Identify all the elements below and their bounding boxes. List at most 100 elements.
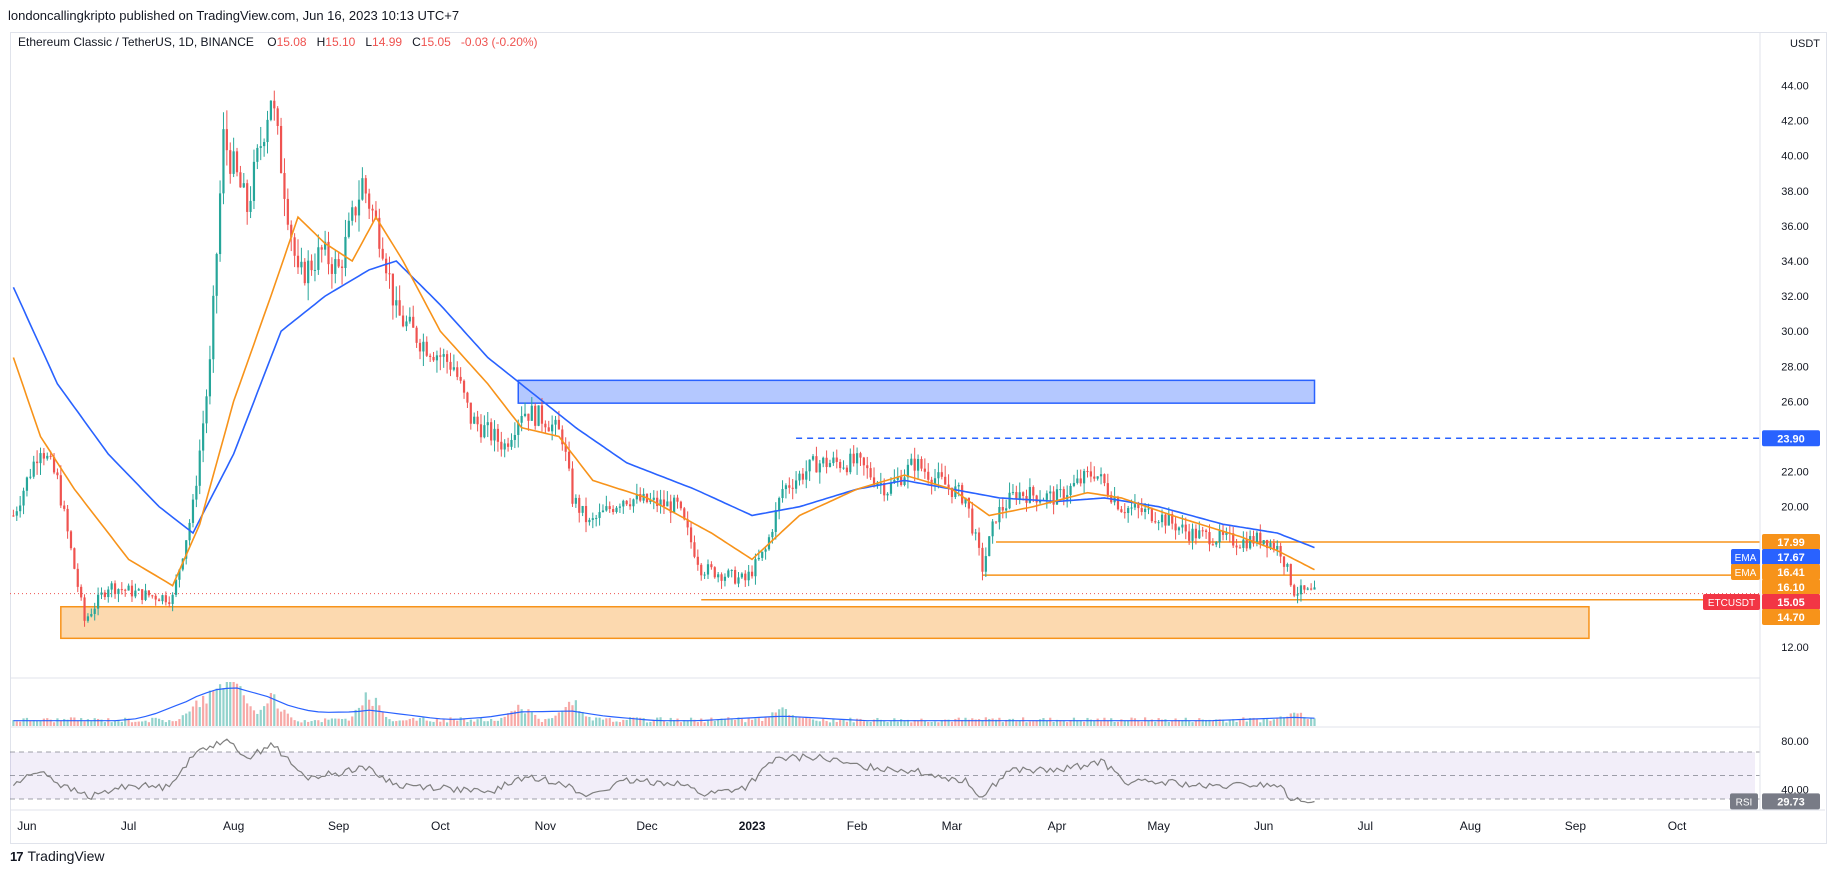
candle-body	[412, 316, 415, 328]
volume-bar	[29, 720, 32, 726]
candle-body	[791, 487, 794, 489]
volume-bar	[479, 717, 483, 726]
price-label-value: 15.05	[1777, 597, 1805, 609]
candle-body	[212, 295, 215, 360]
candle-body	[293, 237, 296, 256]
candle-body	[127, 585, 130, 591]
volume-bar	[195, 700, 198, 726]
volume-bar	[327, 719, 330, 726]
candle-body	[842, 467, 845, 469]
volume-bar	[1120, 719, 1123, 726]
candle-body	[1147, 508, 1150, 510]
candle-body	[473, 416, 476, 424]
volume-bar	[584, 716, 588, 726]
volume-bar	[36, 720, 39, 726]
candle-body	[1127, 508, 1130, 513]
volume-bar	[1269, 720, 1272, 726]
candle-body	[564, 444, 567, 452]
volume-bar	[645, 722, 649, 726]
volume-bar	[1059, 720, 1062, 726]
candle-body	[517, 422, 520, 435]
x-tick-label: Aug	[1460, 819, 1481, 833]
candle-body	[283, 172, 286, 199]
volume-bar	[855, 718, 859, 726]
volume-bar	[534, 714, 537, 726]
price-label-value: 17.99	[1777, 537, 1805, 549]
volume-bar	[1289, 713, 1292, 726]
candle-body	[1086, 471, 1089, 473]
candle-body	[354, 207, 357, 216]
volume-bar	[462, 718, 466, 726]
candle-body	[493, 428, 496, 441]
volume-bar	[744, 722, 747, 726]
volume-bar	[981, 720, 984, 726]
volume-bar	[988, 718, 991, 726]
candle-body	[1242, 539, 1245, 548]
volume-bar	[296, 721, 300, 726]
volume-bar	[808, 718, 811, 726]
volume-bar	[334, 718, 337, 726]
candle-body	[113, 583, 117, 595]
candle-body	[1188, 531, 1191, 541]
candle-body	[530, 405, 533, 421]
volume-bar	[381, 711, 384, 726]
candle-body	[137, 589, 140, 591]
candle-body	[591, 518, 594, 520]
candle-body	[798, 473, 801, 481]
price-label-box	[1762, 548, 1820, 565]
candle-body	[608, 506, 611, 509]
volume-bar	[578, 711, 581, 726]
volume-bar	[815, 720, 818, 726]
volume-bar	[696, 722, 699, 726]
volume-bar	[1099, 721, 1103, 726]
y-tick-label: 38.00	[1781, 186, 1809, 198]
volume-bar	[933, 721, 937, 726]
candle-body	[171, 594, 174, 604]
candle-body	[561, 429, 564, 445]
candle-body	[622, 500, 625, 507]
candle-body	[883, 483, 886, 496]
candle-body	[1201, 530, 1204, 532]
candle-body	[513, 434, 516, 440]
candle-body	[811, 456, 815, 460]
change-value: -0.03 (-0.20%)	[460, 35, 538, 49]
price-label-box	[1762, 578, 1820, 595]
candle-body	[1005, 508, 1008, 511]
volume-bar	[401, 720, 405, 726]
price-label-value: 23.90	[1777, 433, 1805, 445]
volume-bar	[879, 719, 882, 726]
candle-body	[896, 476, 899, 480]
candle-body	[503, 443, 506, 450]
volume-bar	[412, 717, 415, 726]
candle-body	[249, 200, 252, 212]
volume-bar	[639, 717, 642, 726]
candle-body	[1052, 491, 1055, 505]
volume-bar	[157, 718, 161, 726]
volume-bar	[649, 721, 652, 726]
volume-bar	[422, 717, 425, 726]
candle-body	[76, 568, 79, 587]
candle-body	[527, 413, 530, 421]
volume-bar	[520, 709, 523, 726]
volume-bar	[1032, 721, 1035, 726]
candle-body	[300, 261, 303, 268]
volume-bar	[493, 720, 496, 726]
candle-body	[717, 574, 720, 578]
candle-body	[246, 183, 249, 212]
volume-bar	[693, 719, 696, 726]
volume-bar	[916, 720, 920, 726]
volume-bar	[1154, 721, 1157, 726]
footer-brand[interactable]: 17 TradingView	[10, 848, 105, 864]
volume-bar	[571, 705, 574, 726]
candle-body	[381, 248, 384, 259]
candle-body	[1252, 536, 1255, 544]
volume-bar	[551, 718, 554, 726]
candle-body	[120, 589, 123, 591]
volume-bar	[1143, 717, 1147, 726]
volume-bar	[466, 721, 469, 726]
rsi-tag-box	[1730, 793, 1758, 810]
candle-body	[1296, 594, 1299, 596]
candle-body	[886, 493, 889, 496]
candle-body	[456, 367, 459, 377]
candle-body	[696, 556, 699, 565]
